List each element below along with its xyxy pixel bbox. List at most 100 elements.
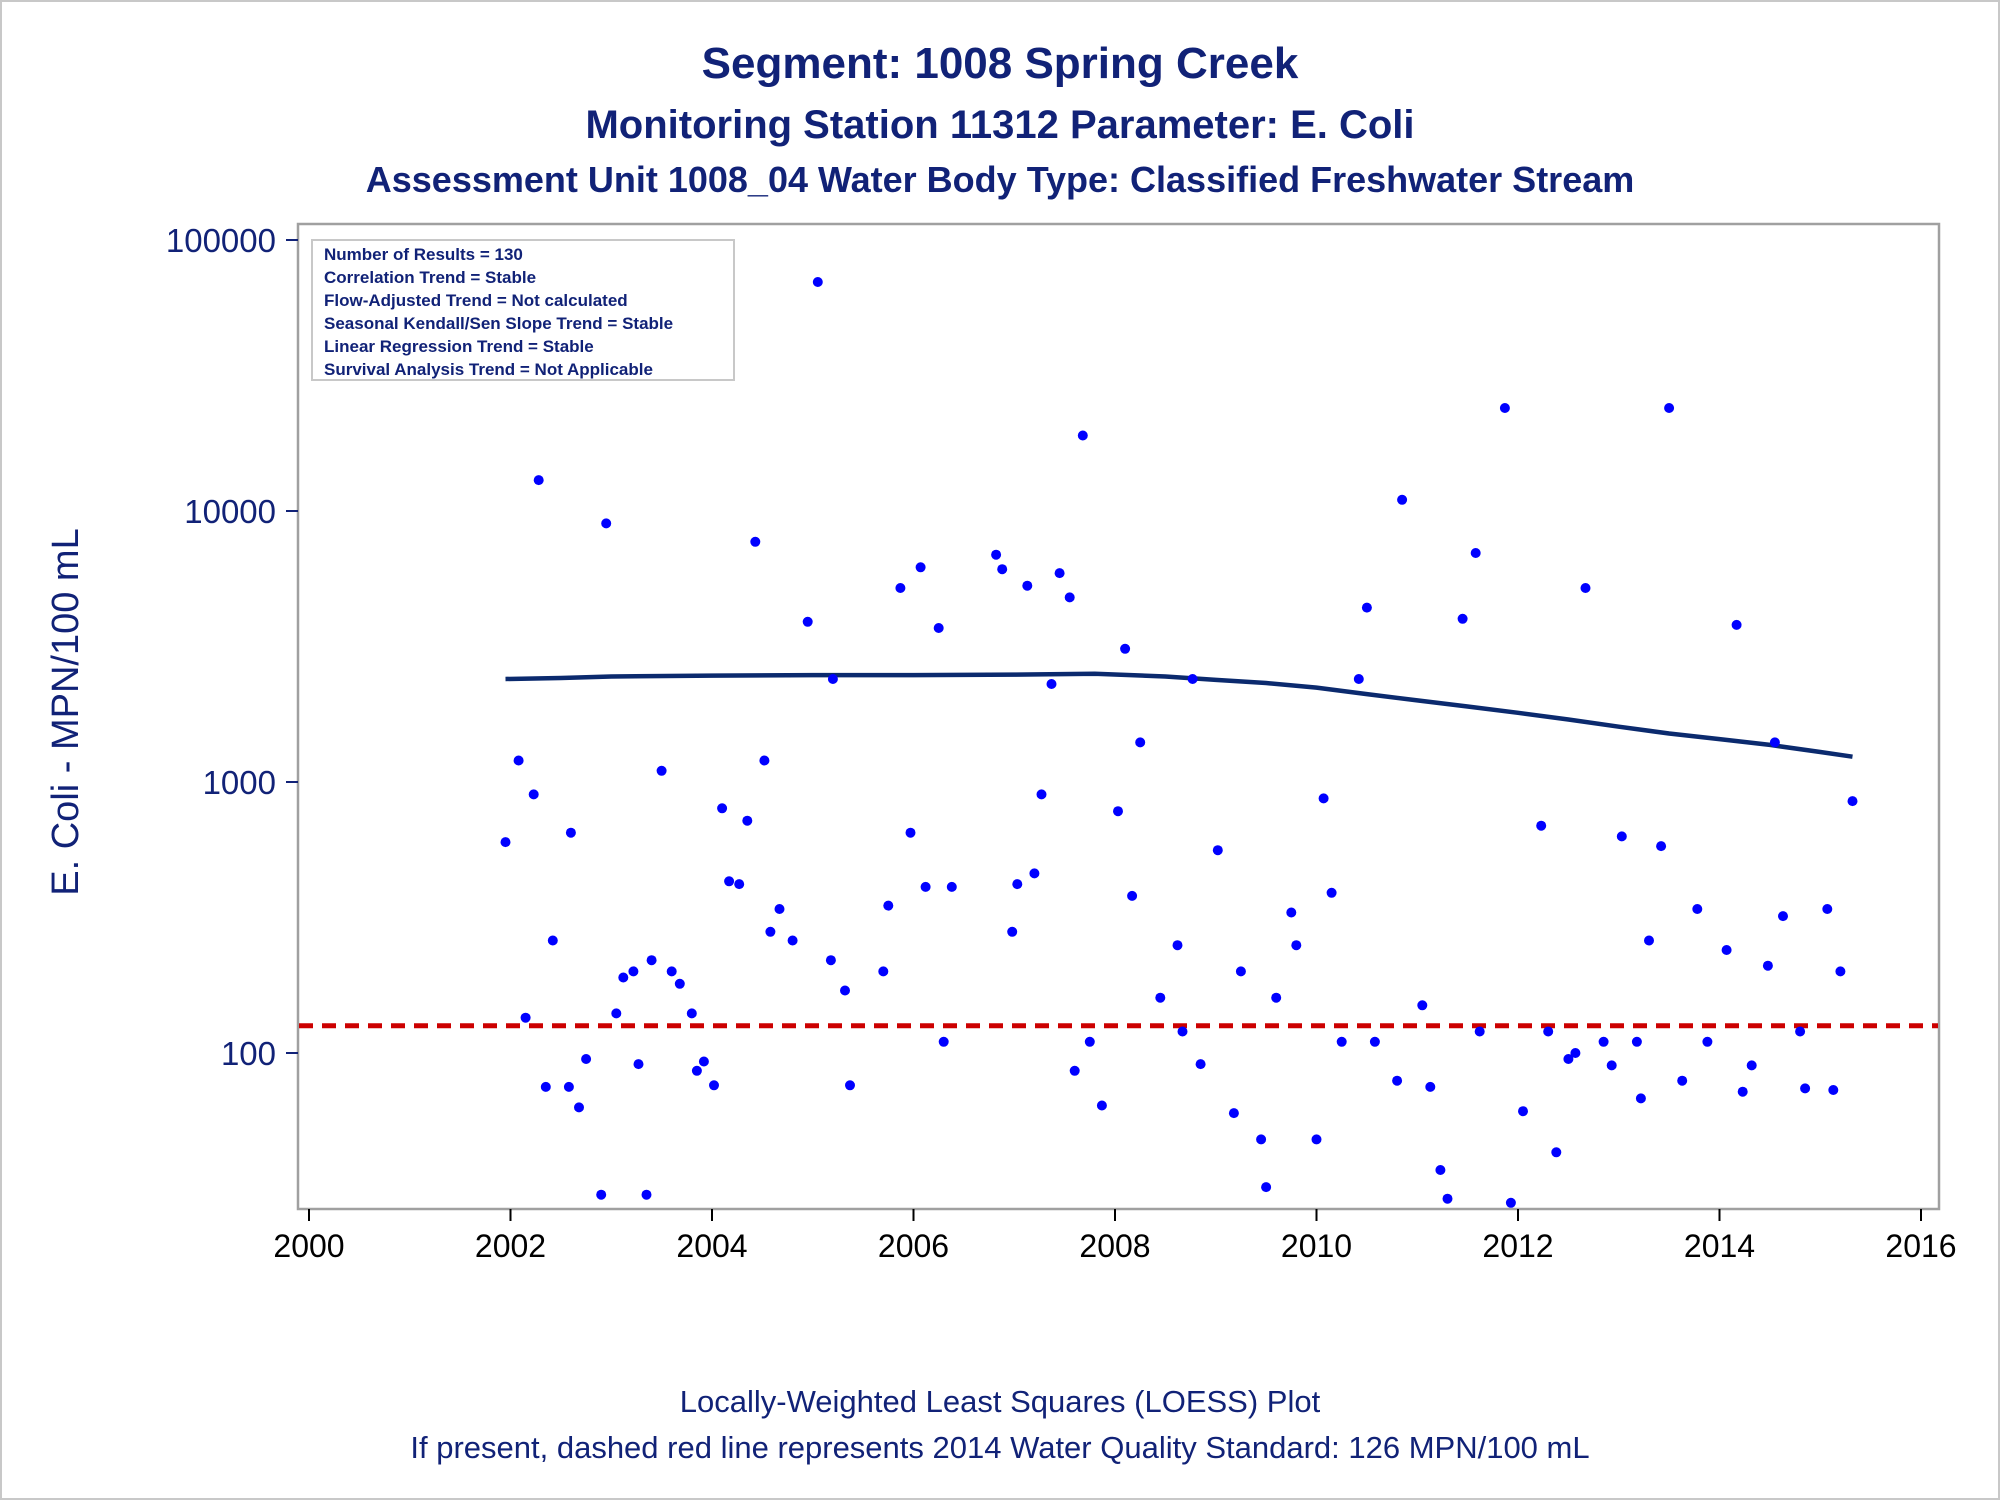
data-point	[1702, 1036, 1713, 1047]
data-point	[674, 978, 685, 989]
chart-title: Segment: 1008 Spring Creek	[702, 39, 1299, 88]
data-point	[1069, 1065, 1080, 1076]
data-point	[1737, 1086, 1748, 1097]
x-tick-label: 2004	[676, 1228, 747, 1264]
data-point	[1012, 879, 1023, 890]
data-point	[1135, 737, 1146, 748]
data-point	[915, 562, 926, 573]
data-point	[540, 1081, 551, 1092]
footnote-2: If present, dashed red line represents 2…	[410, 1430, 1589, 1465]
data-point	[547, 935, 558, 946]
data-point	[1007, 926, 1018, 937]
data-point	[1457, 613, 1468, 624]
chart-subtitle: Monitoring Station 11312 Parameter: E. C…	[585, 103, 1414, 147]
data-point	[1318, 793, 1329, 804]
data-point	[1235, 966, 1246, 977]
data-point	[1551, 1147, 1562, 1158]
data-point	[1022, 580, 1033, 591]
data-points	[500, 277, 1858, 1208]
loess-line	[505, 671, 1853, 759]
data-point	[1822, 904, 1833, 914]
data-point	[938, 1036, 949, 1047]
data-point	[1635, 1093, 1646, 1104]
data-point	[1271, 992, 1282, 1003]
data-point	[1746, 1060, 1757, 1071]
data-point	[1353, 674, 1364, 684]
data-point	[1326, 887, 1337, 898]
data-point	[1442, 1193, 1453, 1204]
data-point	[1336, 1036, 1347, 1047]
data-point	[787, 935, 798, 946]
stats-box	[311, 239, 735, 381]
loess-layer	[505, 671, 1853, 759]
data-point	[1369, 1036, 1380, 1047]
data-point	[1228, 1108, 1239, 1119]
data-point	[1800, 1083, 1811, 1094]
data-point	[717, 803, 728, 814]
data-point	[1762, 960, 1773, 971]
data-point	[1113, 806, 1123, 817]
stats-line: Linear Regression Trend = Stable	[324, 337, 594, 356]
data-point	[1721, 945, 1732, 955]
stats-line: Number of Results = 130	[324, 245, 523, 264]
data-point	[709, 1080, 719, 1091]
y-axis-label: E. Coli - MPN/100 mL	[45, 528, 87, 895]
data-point	[1120, 643, 1131, 654]
data-point	[734, 879, 745, 890]
data-point	[765, 926, 776, 937]
data-point	[1536, 820, 1547, 831]
data-point	[825, 955, 836, 966]
data-point	[1518, 1106, 1528, 1117]
data-point	[1127, 890, 1138, 901]
data-point	[1563, 1054, 1574, 1064]
data-point	[1598, 1036, 1609, 1047]
data-point	[1692, 904, 1703, 914]
data-point	[1084, 1036, 1095, 1047]
data-point	[1835, 966, 1846, 977]
x-tick-label: 2008	[1079, 1228, 1150, 1264]
data-point	[997, 564, 1008, 575]
x-tick-label: 2010	[1281, 1228, 1352, 1264]
data-point	[750, 536, 761, 547]
data-point	[666, 966, 677, 977]
x-tick-label: 2014	[1684, 1228, 1755, 1264]
data-point	[563, 1081, 574, 1092]
data-point	[1570, 1048, 1581, 1058]
x-tick-label: 2002	[475, 1228, 546, 1264]
data-point	[686, 1008, 697, 1019]
data-point	[1392, 1075, 1403, 1086]
data-point	[1036, 789, 1047, 800]
data-point	[1499, 403, 1510, 413]
data-point	[1177, 1026, 1188, 1037]
data-point	[1828, 1085, 1839, 1095]
data-point	[802, 616, 813, 627]
data-point	[565, 827, 576, 838]
data-point	[520, 1012, 531, 1023]
data-point	[933, 623, 944, 633]
data-point	[628, 966, 639, 977]
data-point	[1470, 548, 1481, 558]
data-point	[991, 549, 1002, 560]
data-point	[1046, 679, 1057, 689]
footnote-1: Locally-Weighted Least Squares (LOESS) P…	[680, 1384, 1321, 1419]
stats-line: Seasonal Kendall/Sen Slope Trend = Stabl…	[324, 314, 673, 333]
data-point	[596, 1189, 607, 1200]
x-tick-label: 2012	[1482, 1228, 1553, 1264]
data-point	[1291, 940, 1302, 951]
data-point	[601, 518, 612, 529]
x-tick-label: 2016	[1885, 1228, 1956, 1264]
data-point	[1187, 674, 1198, 684]
stats-line: Flow-Adjusted Trend = Not calculated	[324, 291, 628, 310]
data-point	[1847, 796, 1858, 807]
data-point	[1677, 1075, 1688, 1086]
data-point	[759, 755, 770, 766]
data-point	[1212, 845, 1223, 856]
data-point	[500, 837, 511, 848]
data-point	[946, 881, 957, 892]
data-point	[1656, 841, 1667, 852]
data-point	[1397, 494, 1408, 505]
chart-subtitle-2: Assessment Unit 1008_04 Water Body Type:…	[366, 159, 1635, 200]
data-point	[1616, 831, 1627, 842]
data-point	[656, 765, 667, 776]
